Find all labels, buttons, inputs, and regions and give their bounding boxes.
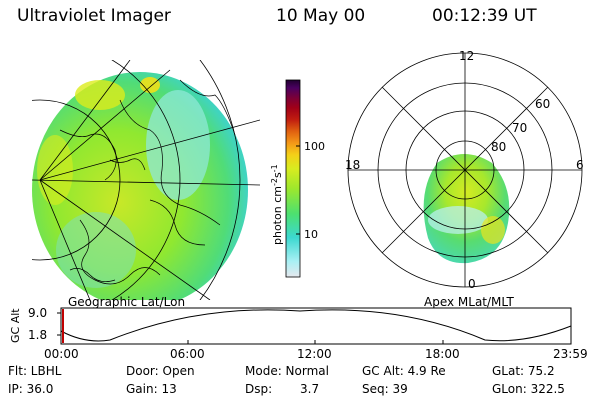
altitude-xtick: 23:59: [553, 347, 588, 361]
auroral-patch: [140, 77, 160, 93]
seq-status: Seq: 39: [362, 382, 408, 396]
time-label: 00:12:39 UT: [432, 6, 537, 26]
gain-status: Gain: 13: [126, 382, 177, 396]
altitude-plot-frame: [60, 307, 572, 345]
geographic-caption: Geographic Lat/Lon: [68, 295, 186, 309]
ip-status: IP: 36.0: [8, 382, 54, 396]
mlat-label-60: 60: [535, 97, 550, 111]
auroral-patch: [75, 80, 125, 110]
mlt-label-0: 0: [468, 277, 476, 291]
colorbar-label: photon cm-2s-1: [270, 164, 284, 245]
gc-alt-status: GC Alt: 4.9 Re: [362, 364, 446, 378]
latlon-grid: [32, 60, 260, 300]
altitude-ytick: 9.0: [28, 306, 47, 320]
mode-status: Mode: Normal: [245, 364, 329, 378]
altitude-plot: GC Alt 9.0 1.8: [9, 306, 572, 345]
polar-grid: [347, 52, 583, 288]
mlt-label-6: 6: [576, 158, 584, 172]
geographic-map: [32, 60, 260, 300]
date-label: 10 May 00: [276, 6, 366, 26]
filter-status: Flt: LBHL: [8, 364, 62, 378]
instrument-title: Ultraviolet Imager: [17, 6, 171, 26]
altitude-xtick: 12:00: [297, 347, 332, 361]
altitude-xtick: 06:00: [170, 347, 205, 361]
dsp-label: Dsp:: [245, 382, 273, 396]
altitude-ytick: 1.8: [28, 328, 47, 342]
glat-status: GLat: 75.2: [492, 364, 555, 378]
dsp-value: 3.7: [300, 382, 320, 396]
auroral-patch: [428, 206, 488, 234]
altitude-ylabel: GC Alt: [9, 308, 22, 343]
mlt-label-12: 12: [459, 49, 474, 63]
auroral-patch: [37, 135, 73, 205]
altitude-curve: [60, 309, 572, 342]
altitude-xtick: 18:00: [425, 347, 460, 361]
glon-status: GLon: 322.5: [492, 382, 565, 396]
auroral-patch: [56, 212, 136, 288]
apex-caption: Apex MLat/MLT: [424, 295, 514, 309]
altitude-xtick: 00:00: [44, 347, 79, 361]
colorbar-tick-label: 10: [304, 228, 318, 241]
door-status: Door: Open: [126, 364, 195, 378]
coastlines: [59, 79, 236, 285]
auroral-patch: [481, 216, 505, 244]
polar-plot: 12 18 6 0 60 70 80: [345, 49, 584, 291]
mlt-label-18: 18: [345, 158, 360, 172]
colorbar-gradient: [285, 79, 301, 278]
auroral-patch: [146, 90, 210, 200]
colorbar: 100 10 photon cm-2s-1: [270, 79, 325, 278]
colorbar-tick-label: 100: [304, 140, 325, 153]
mlat-label-80: 80: [491, 140, 506, 154]
mlat-label-70: 70: [512, 121, 527, 135]
